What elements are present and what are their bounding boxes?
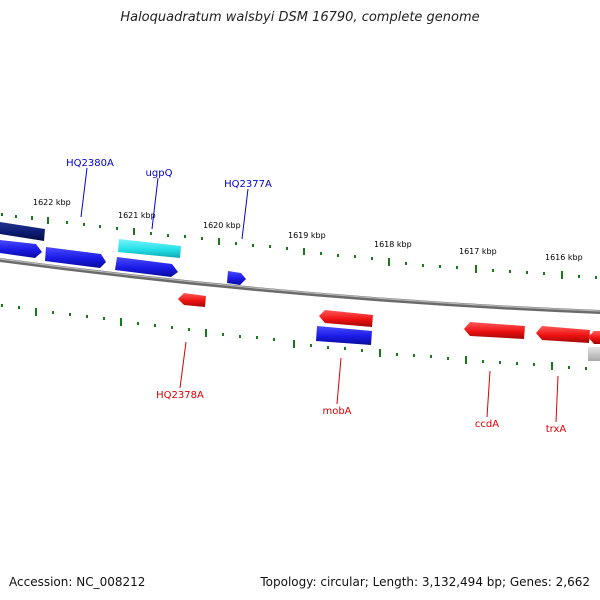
tick-label: 1620 kbp — [203, 221, 241, 230]
gene-label-mobA[interactable]: mobA — [322, 406, 351, 417]
tick-label: 1617 kbp — [459, 247, 497, 256]
gene-feature[interactable] — [0, 222, 45, 241]
leader-line — [151, 177, 159, 230]
gene-feature-ccdA[interactable] — [464, 322, 525, 339]
map-title: Haloquadratum walsbyi DSM 16790, complet… — [120, 10, 480, 25]
tick-label: 1621 kbp — [118, 211, 156, 220]
gene-label-ccdA[interactable]: ccdA — [475, 419, 499, 430]
gene-label-trxA[interactable]: trxA — [546, 424, 567, 435]
gene-feature-mobA[interactable] — [319, 310, 373, 327]
gene-feature[interactable] — [588, 347, 600, 361]
gene-feature[interactable] — [0, 240, 42, 258]
gene-feature[interactable] — [316, 326, 372, 345]
tick-row-reverse — [1, 304, 587, 370]
leader-line — [486, 370, 491, 418]
gene-feature-HQ2378A[interactable] — [178, 293, 206, 307]
forward-strand-genes — [0, 222, 246, 285]
genome-summary-text: Topology: circular; Length: 3,132,494 bp… — [260, 575, 590, 589]
reverse-strand-genes — [178, 293, 600, 361]
gene-feature[interactable] — [45, 247, 106, 268]
tick-label: 1622 kbp — [33, 198, 71, 207]
gene-feature-HQ2377A[interactable] — [227, 271, 246, 285]
leader-line — [336, 357, 342, 405]
gene-label-ugpQ[interactable]: ugpQ — [146, 168, 173, 179]
gene-labels: HQ2380A ugpQ HQ2377A HQ2378A mobA ccdA t… — [66, 158, 566, 435]
leader-line — [80, 167, 88, 218]
gene-label-HQ2377A[interactable]: HQ2377A — [224, 179, 272, 190]
tick-row-forward — [1, 213, 597, 279]
tick-label: 1616 kbp — [545, 253, 583, 262]
leader-line — [241, 188, 249, 240]
gene-feature-ugpQ[interactable] — [118, 239, 181, 258]
leader-line — [179, 341, 187, 389]
tick-labels: 1622 kbp 1621 kbp 1620 kbp 1619 kbp 1618… — [33, 198, 583, 262]
gene-feature[interactable] — [588, 331, 600, 344]
accession-text: Accession: NC_008212 — [9, 575, 146, 589]
gene-label-HQ2380A[interactable]: HQ2380A — [66, 158, 114, 169]
genome-backbone-highlight — [0, 258, 600, 312]
label-leaders — [80, 167, 559, 423]
tick-label: 1619 kbp — [288, 231, 326, 240]
leader-line — [555, 375, 559, 423]
gene-feature[interactable] — [115, 257, 178, 277]
tick-label: 1618 kbp — [374, 240, 412, 249]
gene-label-HQ2378A[interactable]: HQ2378A — [156, 390, 204, 401]
genome-backbone — [0, 258, 600, 314]
gene-feature-trxA[interactable] — [536, 326, 590, 343]
